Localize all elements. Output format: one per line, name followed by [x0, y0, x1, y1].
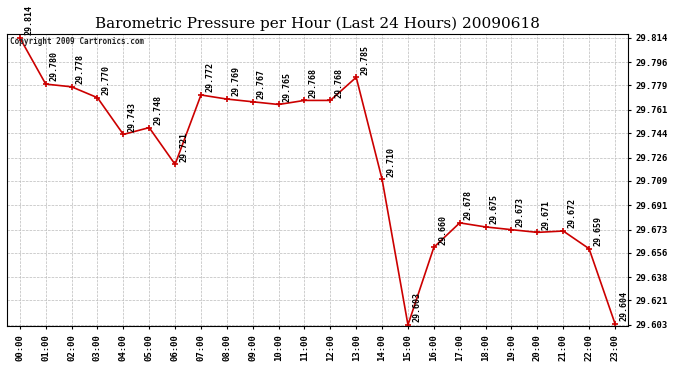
Text: 29.675: 29.675 — [490, 194, 499, 224]
Text: 29.604: 29.604 — [619, 291, 628, 321]
Title: Barometric Pressure per Hour (Last 24 Hours) 20090618: Barometric Pressure per Hour (Last 24 Ho… — [95, 17, 540, 31]
Text: 29.721: 29.721 — [179, 132, 188, 162]
Text: 29.780: 29.780 — [50, 51, 59, 81]
Text: 29.710: 29.710 — [386, 147, 395, 177]
Text: 29.659: 29.659 — [593, 216, 602, 246]
Text: 29.768: 29.768 — [308, 68, 317, 98]
Text: 29.768: 29.768 — [335, 68, 344, 98]
Text: 29.765: 29.765 — [283, 72, 292, 102]
Text: 29.814: 29.814 — [24, 5, 33, 35]
Text: 29.770: 29.770 — [101, 65, 110, 95]
Text: 29.767: 29.767 — [257, 69, 266, 99]
Text: 29.785: 29.785 — [360, 45, 369, 75]
Text: 29.673: 29.673 — [515, 197, 524, 227]
Text: 29.772: 29.772 — [205, 62, 214, 92]
Text: 29.769: 29.769 — [231, 66, 240, 96]
Text: 29.672: 29.672 — [567, 198, 576, 228]
Text: Copyright 2009 Cartronics.com: Copyright 2009 Cartronics.com — [10, 37, 144, 46]
Text: 29.660: 29.660 — [438, 214, 447, 244]
Text: 29.671: 29.671 — [542, 200, 551, 230]
Text: 29.743: 29.743 — [128, 102, 137, 132]
Text: 29.603: 29.603 — [412, 292, 421, 322]
Text: 29.748: 29.748 — [153, 95, 162, 125]
Text: 29.678: 29.678 — [464, 190, 473, 220]
Text: 29.778: 29.778 — [76, 54, 85, 84]
